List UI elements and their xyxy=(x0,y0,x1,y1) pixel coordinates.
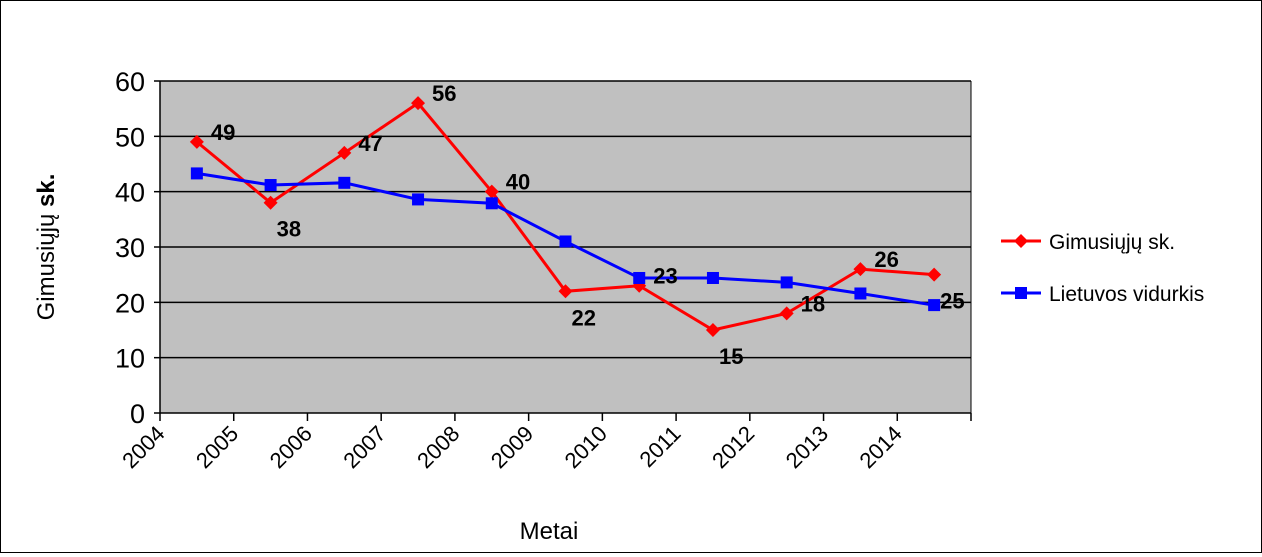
x-tick-label: 2005 xyxy=(191,421,243,473)
data-point xyxy=(412,193,425,206)
x-tick-labels: 2004 2005 2006 2007 2008 2009 2010 2011 2012 2013… xyxy=(117,421,907,473)
data-label: 47 xyxy=(358,131,382,156)
data-point xyxy=(633,271,646,284)
x-tick-label: 2004 xyxy=(117,421,169,473)
data-label: 38 xyxy=(277,217,301,242)
y-tick-label: 0 xyxy=(130,399,145,429)
x-tick-label: 2008 xyxy=(412,421,464,473)
data-point xyxy=(779,306,794,321)
y-tick-label: 40 xyxy=(115,178,145,208)
x-tick-label: 2013 xyxy=(781,421,833,473)
data-point xyxy=(854,287,867,300)
data-label: 18 xyxy=(801,291,825,316)
y-axis-title-prefix: Gimusiųjų xyxy=(33,207,60,320)
legend-label: Gimusiųjų sk. xyxy=(1049,231,1175,254)
legend-marker xyxy=(1015,287,1027,299)
x-tick-label: 2006 xyxy=(265,421,317,473)
data-point xyxy=(338,176,351,189)
y-tick-label: 50 xyxy=(115,122,145,152)
series-lines xyxy=(189,96,942,337)
legend-label: Lietuvos vidurkis xyxy=(1049,283,1204,306)
y-tick-label: 20 xyxy=(115,288,145,318)
data-label: 23 xyxy=(653,264,677,289)
y-tick-label: 30 xyxy=(115,233,145,263)
y-tick-labels: 0 10 20 30 40 50 60 xyxy=(115,67,145,429)
legend: Gimusiųjų sk. Lietuvos vidurkis xyxy=(1001,231,1204,306)
x-tick-label: 2010 xyxy=(560,421,612,473)
data-label: 15 xyxy=(719,344,743,369)
data-point xyxy=(706,271,719,284)
data-labels: 49 38 47 56 40 22 23 15 18 26 25 xyxy=(211,81,965,369)
data-label: 26 xyxy=(874,247,898,272)
data-label: 25 xyxy=(940,289,964,314)
data-point xyxy=(559,235,572,248)
y-tick-label: 60 xyxy=(115,67,145,97)
y-axis-title: Gimusiųjų sk. xyxy=(33,174,60,321)
data-point xyxy=(853,262,868,277)
x-tick-label: 2007 xyxy=(338,421,390,473)
data-label: 40 xyxy=(506,170,530,195)
x-axis-title: Metai xyxy=(520,518,579,545)
x-tick-label: 2012 xyxy=(707,421,759,473)
data-point xyxy=(190,167,203,180)
data-point xyxy=(927,267,942,282)
y-axis-title-bold: sk. xyxy=(33,174,60,207)
data-point xyxy=(411,96,426,111)
data-point xyxy=(263,195,278,210)
data-point xyxy=(485,197,498,210)
legend-marker xyxy=(1014,234,1028,248)
x-tick-label: 2011 xyxy=(634,421,685,472)
x-tick-label: 2009 xyxy=(486,421,538,473)
data-point xyxy=(780,276,793,289)
data-point xyxy=(558,284,573,299)
data-label: 22 xyxy=(572,305,596,330)
axes xyxy=(154,80,972,421)
data-label: 49 xyxy=(211,120,235,145)
data-point xyxy=(337,145,352,160)
data-point xyxy=(705,323,720,337)
data-point xyxy=(264,179,277,192)
data-point xyxy=(928,299,941,312)
data-point xyxy=(484,184,499,199)
x-tick-label: 2014 xyxy=(855,421,907,473)
y-tick-label: 10 xyxy=(115,344,145,374)
data-point xyxy=(189,134,204,149)
data-label: 56 xyxy=(432,81,456,106)
